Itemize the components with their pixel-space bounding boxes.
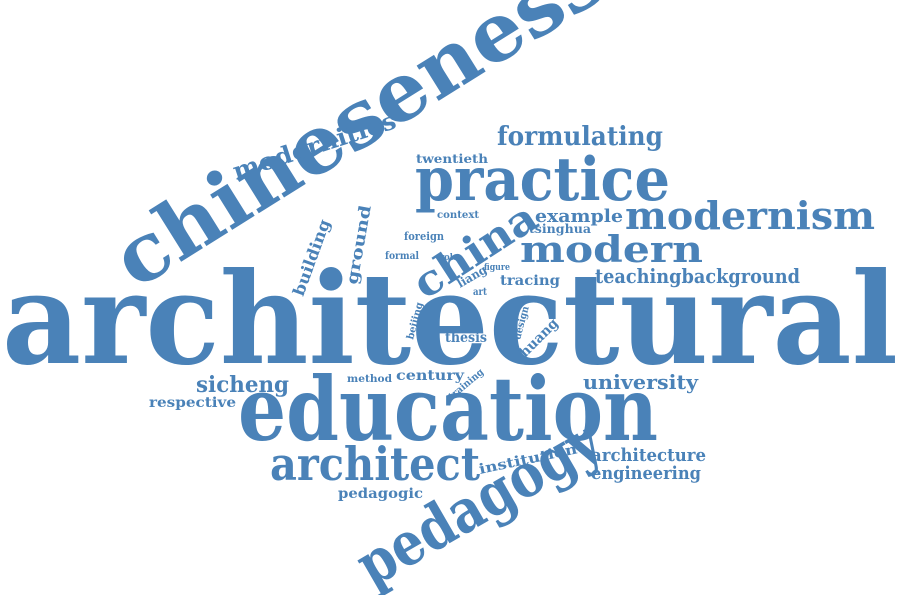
word-teachingbackground: teachingbackground [595,264,800,288]
word-thesis: thesis [445,330,487,346]
word-context: context [437,210,479,221]
word-architecture: architecture [591,445,706,466]
word-university: university [583,370,699,394]
word-tracing: tracing [500,273,560,289]
word-role: role [440,253,458,263]
word-tsinghua: tsinghua [529,222,591,236]
word-sicheng: sicheng [196,372,289,398]
word-modern: modern [520,229,703,271]
word-engineering: engineering [591,463,701,484]
word-twentieth: twentieth [416,152,488,166]
word-education: education [238,357,658,461]
word-formulating: formulating [497,122,663,152]
word-example: example [535,206,623,227]
word-architectural: architectural [2,245,898,393]
word-method: method [347,374,392,385]
word-century: century [396,368,465,384]
word-architect: architect [270,437,481,491]
word-practice: practice [415,145,670,215]
word-modernism: modernism [625,193,875,238]
word-respective: respective [149,395,236,411]
word-foreign: foreign [404,230,444,243]
word-formal: formal [385,251,419,262]
word-art: art [473,287,487,298]
word-pedagogic: pedagogic [338,486,423,502]
word-figure: figure [484,263,510,273]
